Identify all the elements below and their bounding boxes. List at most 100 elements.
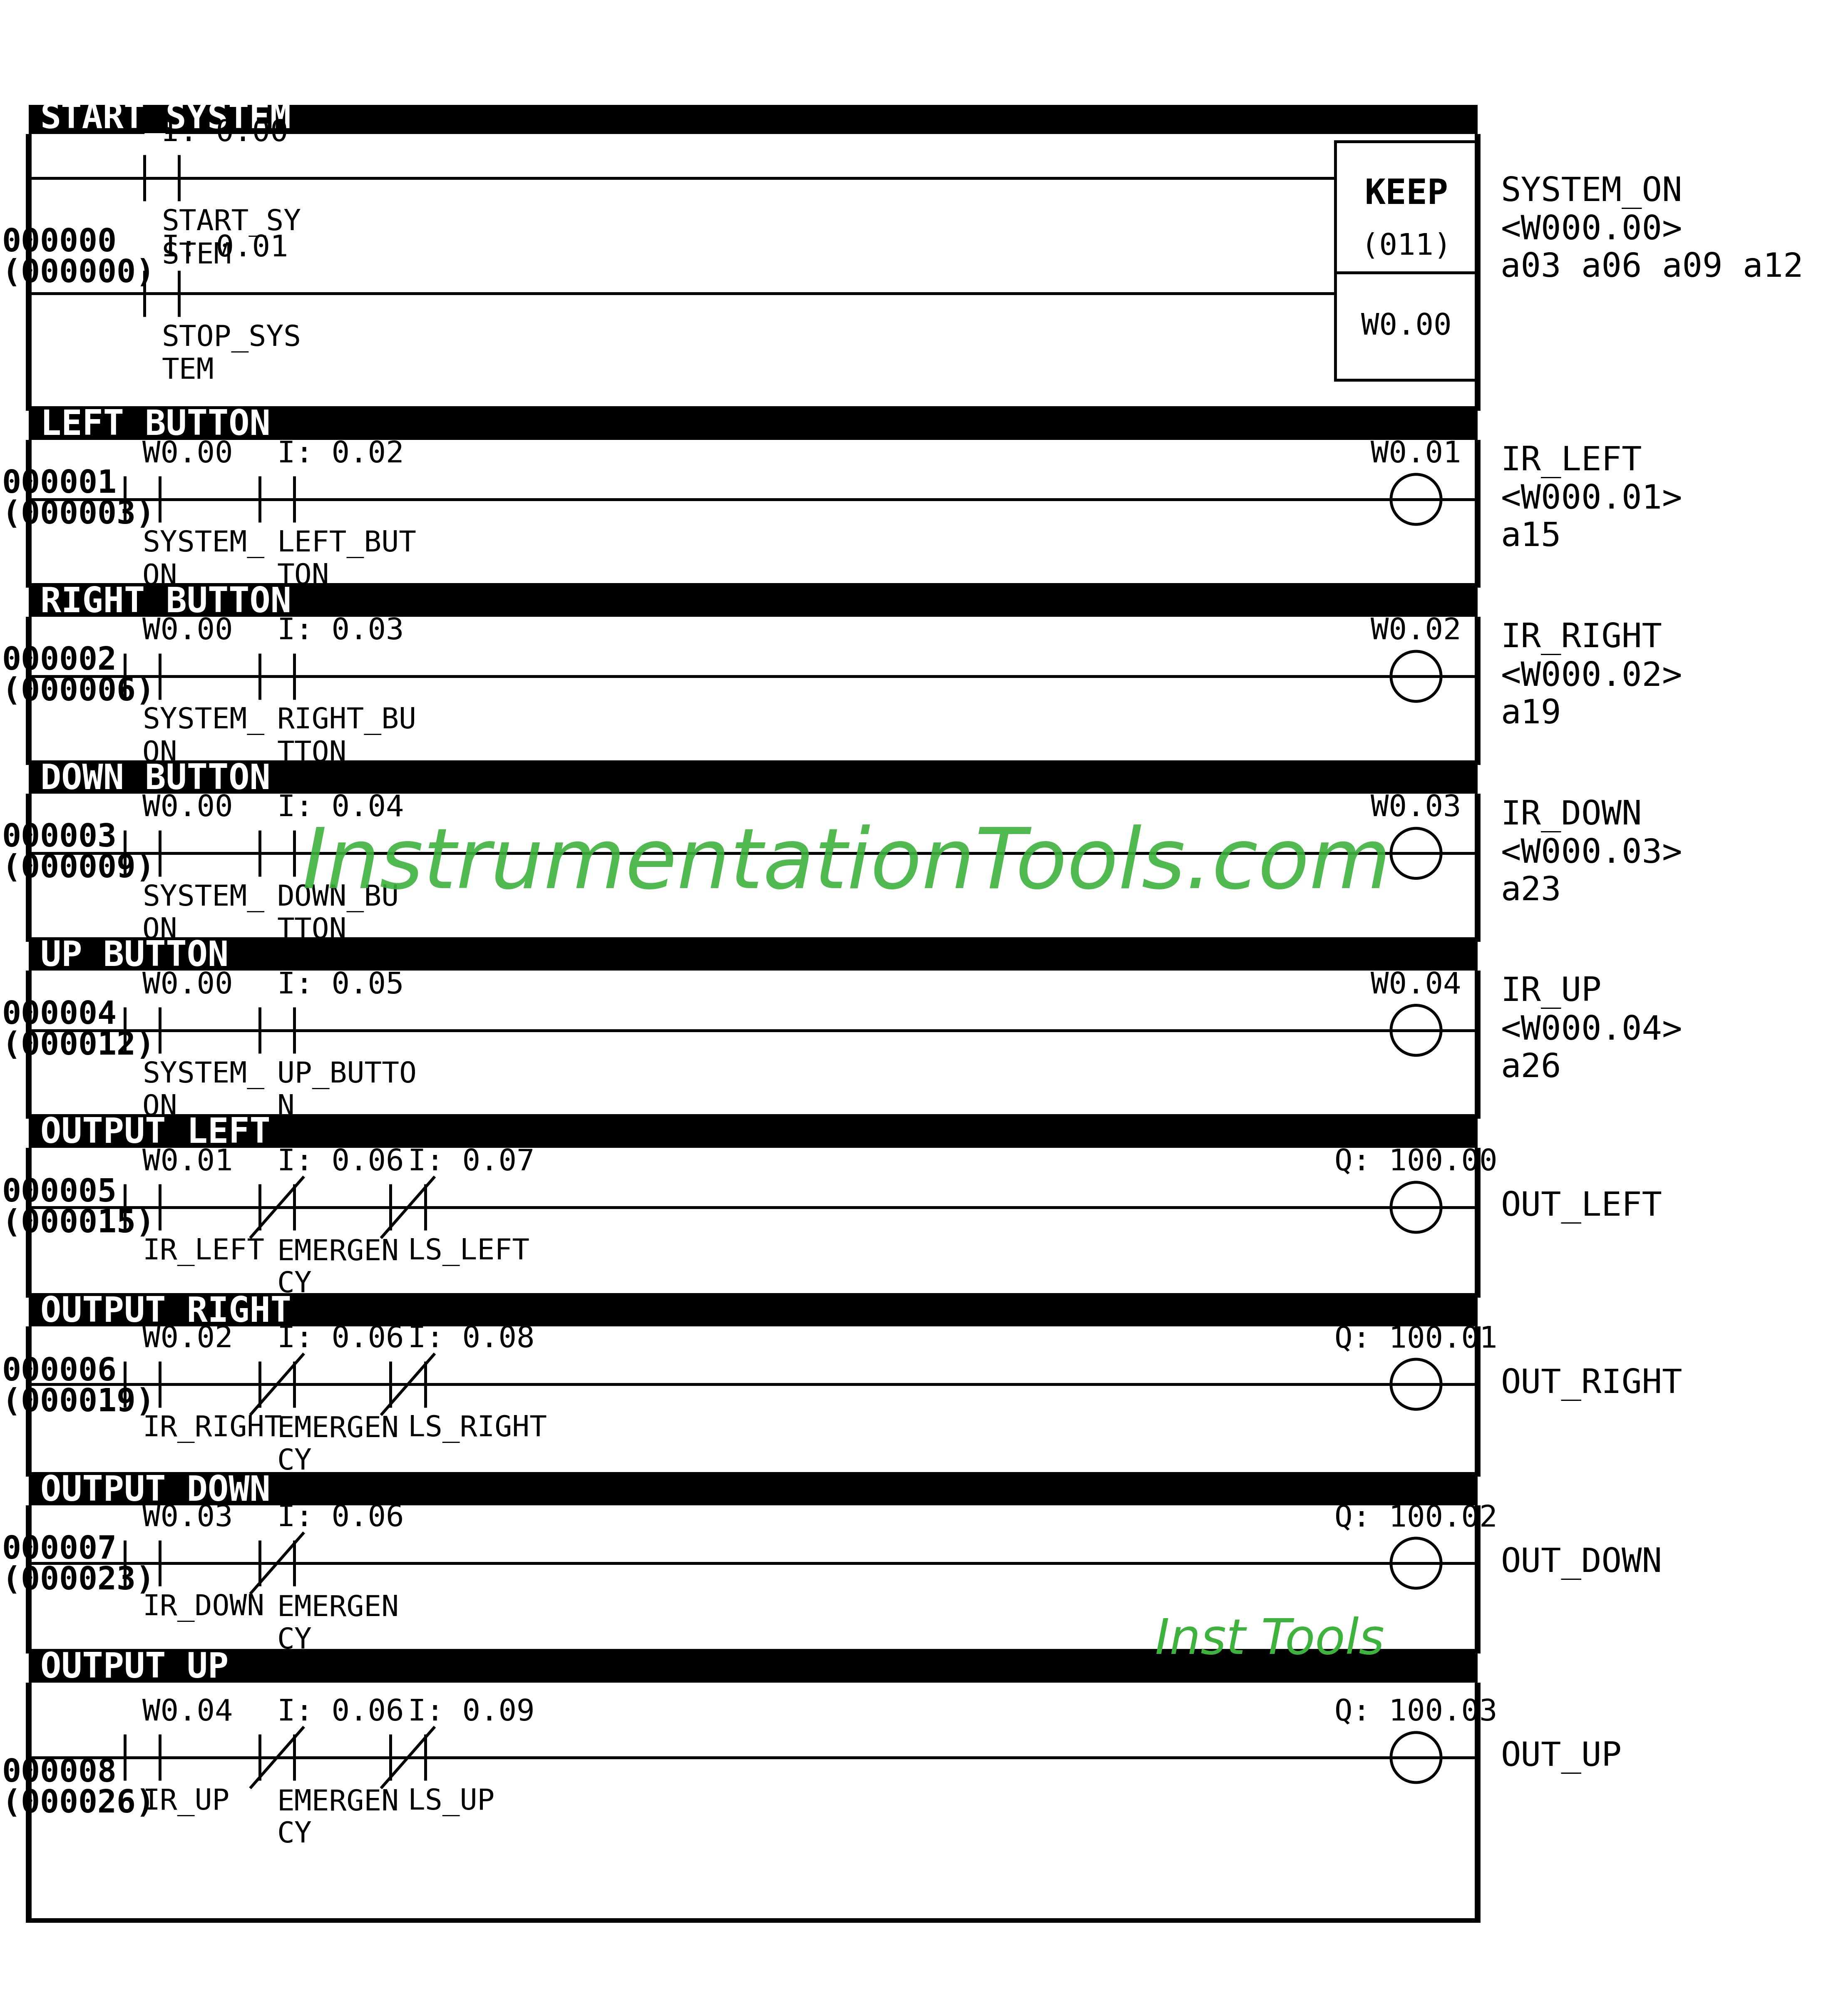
Text: SYSTEM_
ON: SYSTEM_ ON <box>143 885 264 943</box>
Bar <box>29 1298 1478 1327</box>
Text: W0.00: W0.00 <box>143 972 233 1000</box>
Bar <box>29 1653 1478 1683</box>
Bar <box>29 411 1478 439</box>
Text: SYSTEM_ON
<W000.00>
a03 a06 a09 a12: SYSTEM_ON <W000.00> a03 a06 a09 a12 <box>1501 175 1804 284</box>
Text: 000005: 000005 <box>2 1177 117 1208</box>
Text: LEFT_BUT
TON: LEFT_BUT TON <box>276 530 416 591</box>
Text: W0.00: W0.00 <box>1360 312 1452 341</box>
Text: Q: 100.03: Q: 100.03 <box>1335 1697 1498 1728</box>
Text: EMERGEN
CY: EMERGEN CY <box>276 1788 399 1849</box>
Text: OUT_DOWN: OUT_DOWN <box>1501 1546 1663 1581</box>
Text: START_SYSTEM: START_SYSTEM <box>40 103 291 137</box>
Text: 000006: 000006 <box>2 1357 117 1387</box>
Text: 000002: 000002 <box>2 645 117 675</box>
Text: 000001: 000001 <box>2 468 117 500</box>
Bar <box>29 1476 1478 1506</box>
Text: W0.03: W0.03 <box>1371 794 1461 823</box>
Text: W0.01: W0.01 <box>143 1147 233 1177</box>
Text: W0.04: W0.04 <box>143 1697 233 1728</box>
Text: I: 0.01: I: 0.01 <box>161 234 287 262</box>
Text: IR_RIGHT
<W000.02>
a19: IR_RIGHT <W000.02> a19 <box>1501 623 1683 730</box>
Text: W0.00: W0.00 <box>143 617 233 645</box>
Text: (000026): (000026) <box>2 1788 156 1818</box>
Text: IR_DOWN: IR_DOWN <box>143 1595 264 1623</box>
Text: (000019): (000019) <box>2 1387 156 1417</box>
Text: I: 0.06: I: 0.06 <box>276 1325 405 1353</box>
Text: InstrumentationTools.com: InstrumentationTools.com <box>302 825 1392 905</box>
Text: 000007: 000007 <box>2 1534 117 1564</box>
Text: IR_LEFT: IR_LEFT <box>143 1238 264 1266</box>
Text: I: 0.06: I: 0.06 <box>276 1147 405 1177</box>
Text: 000003: 000003 <box>2 823 117 853</box>
Text: OUTPUT LEFT: OUTPUT LEFT <box>40 1117 271 1149</box>
Text: Q: 100.02: Q: 100.02 <box>1335 1504 1498 1532</box>
Text: SYSTEM_
ON: SYSTEM_ ON <box>143 708 264 768</box>
Text: I: 0.00: I: 0.00 <box>161 119 287 147</box>
Bar <box>29 1472 1478 1476</box>
Text: (011): (011) <box>1360 232 1452 260</box>
Text: START_SY
STEM: START_SY STEM <box>161 210 300 270</box>
Text: W0.01: W0.01 <box>1371 439 1461 468</box>
Text: OUT_UP: OUT_UP <box>1501 1742 1622 1774</box>
Text: (000023): (000023) <box>2 1564 156 1597</box>
Text: 000008: 000008 <box>2 1758 117 1788</box>
Text: (000006): (000006) <box>2 675 156 708</box>
Text: OUT_RIGHT: OUT_RIGHT <box>1501 1367 1683 1401</box>
Bar <box>29 760 1478 764</box>
Bar <box>29 941 1478 970</box>
Text: EMERGEN
CY: EMERGEN CY <box>276 1238 399 1298</box>
Text: DOWN BUTTON: DOWN BUTTON <box>40 762 271 796</box>
Text: (000015): (000015) <box>2 1208 156 1240</box>
Text: (000000): (000000) <box>2 258 156 288</box>
Text: Q: 100.00: Q: 100.00 <box>1335 1147 1498 1177</box>
Text: LS_LEFT: LS_LEFT <box>408 1238 529 1266</box>
Text: W0.04: W0.04 <box>1371 972 1461 1000</box>
Text: I: 0.08: I: 0.08 <box>408 1325 535 1353</box>
Text: IR_DOWN
<W000.03>
a23: IR_DOWN <W000.03> a23 <box>1501 800 1683 907</box>
Text: I: 0.06: I: 0.06 <box>276 1504 405 1532</box>
Text: RIGHT BUTTON: RIGHT BUTTON <box>40 585 291 619</box>
Text: I: 0.06: I: 0.06 <box>276 1697 405 1728</box>
Text: (000009): (000009) <box>2 853 156 885</box>
Bar <box>29 407 1478 411</box>
Text: W0.02: W0.02 <box>1371 617 1461 645</box>
Text: Inst Tools: Inst Tools <box>1155 1617 1384 1663</box>
Text: (000012): (000012) <box>2 1030 156 1060</box>
Bar <box>29 583 1478 589</box>
Text: UP BUTTON: UP BUTTON <box>40 939 229 974</box>
Text: LEFT BUTTON: LEFT BUTTON <box>40 409 271 442</box>
Text: W0.00: W0.00 <box>143 439 233 468</box>
Text: STOP_SYS
TEM: STOP_SYS TEM <box>161 325 300 385</box>
Text: IR_LEFT
<W000.01>
a15: IR_LEFT <W000.01> a15 <box>1501 446 1683 552</box>
Text: EMERGEN
CY: EMERGEN CY <box>276 1415 399 1476</box>
Text: IR_RIGHT: IR_RIGHT <box>143 1415 282 1443</box>
Text: SYSTEM_
ON: SYSTEM_ ON <box>143 530 264 591</box>
Text: LS_RIGHT: LS_RIGHT <box>408 1415 547 1443</box>
Bar <box>29 1115 1478 1119</box>
Text: I: 0.04: I: 0.04 <box>276 794 405 823</box>
Text: LS_UP: LS_UP <box>408 1788 494 1816</box>
Text: KEEP: KEEP <box>1364 177 1448 212</box>
Text: DOWN_BU
TTON: DOWN_BU TTON <box>276 885 399 943</box>
Text: W0.00: W0.00 <box>143 794 233 823</box>
Bar <box>1335 141 1478 381</box>
Text: 000000: 000000 <box>2 228 117 258</box>
Text: OUT_LEFT: OUT_LEFT <box>1501 1191 1663 1224</box>
Text: RIGHT_BU
TTON: RIGHT_BU TTON <box>276 708 416 768</box>
Text: I: 0.07: I: 0.07 <box>408 1147 535 1177</box>
Text: IR_UP
<W000.04>
a26: IR_UP <W000.04> a26 <box>1501 976 1683 1085</box>
Text: IR_UP: IR_UP <box>143 1788 229 1816</box>
Text: 000004: 000004 <box>2 1000 117 1030</box>
Bar <box>29 1119 1478 1147</box>
Text: (000003): (000003) <box>2 500 156 530</box>
Bar <box>29 1649 1478 1653</box>
Text: SYSTEM_
ON: SYSTEM_ ON <box>143 1060 264 1121</box>
Bar <box>29 764 1478 794</box>
Text: I: 0.09: I: 0.09 <box>408 1697 535 1728</box>
Text: Q: 100.01: Q: 100.01 <box>1335 1325 1498 1353</box>
Text: I: 0.05: I: 0.05 <box>276 972 405 1000</box>
Bar <box>29 1292 1478 1298</box>
Text: OUTPUT DOWN: OUTPUT DOWN <box>40 1474 271 1508</box>
Bar <box>29 1919 1478 1923</box>
Text: OUTPUT UP: OUTPUT UP <box>40 1651 229 1685</box>
